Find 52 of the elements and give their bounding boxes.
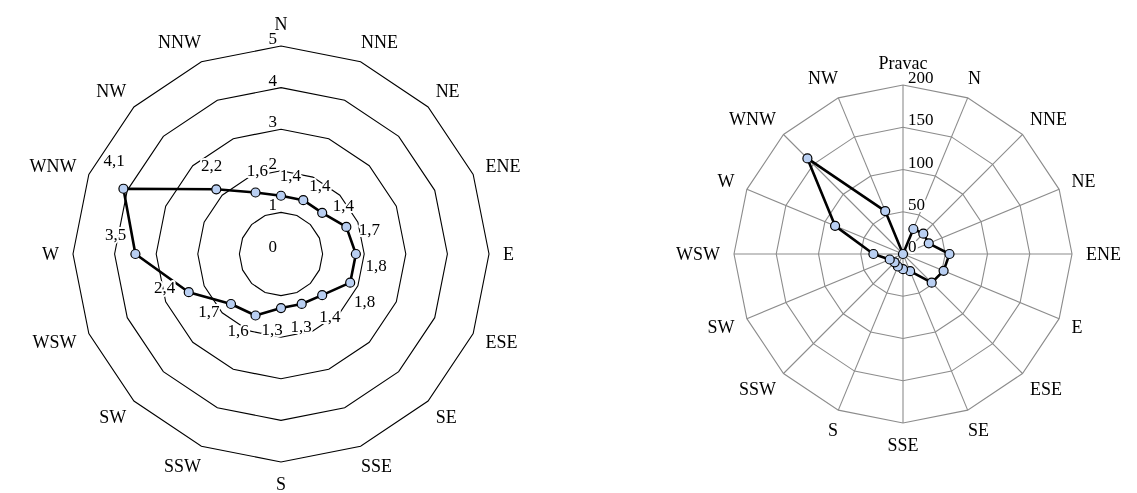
y-tick-label: 50 — [908, 194, 925, 214]
data-label: 1,7 — [358, 220, 381, 240]
spoke-label: E — [1071, 317, 1083, 338]
data-label: 4,1 — [103, 151, 125, 171]
spoke-label: W — [42, 244, 59, 264]
spoke-label: WSW — [32, 332, 77, 353]
spoke-label: NNE — [1030, 108, 1068, 129]
spoke-label: ESE — [1030, 379, 1063, 400]
spoke-label: SSW — [163, 456, 201, 477]
spoke-label: SSE — [887, 435, 919, 455]
y-tick-label: 4 — [268, 70, 278, 90]
spoke-label: S — [275, 474, 287, 493]
spoke-label: E — [503, 244, 514, 264]
y-tick-label: 0 — [908, 237, 917, 256]
spoke-label: SW — [99, 406, 127, 427]
spoke-label: SW — [707, 317, 735, 338]
spoke-label: SE — [968, 420, 990, 441]
y-tick-label: 0 — [268, 237, 277, 256]
spoke-label: ESE — [485, 332, 518, 353]
data-label: 1,3 — [261, 319, 283, 339]
spoke-label: ENE — [1086, 244, 1121, 264]
spoke-label: SSW — [738, 379, 776, 400]
spoke-label: NE — [435, 81, 460, 102]
spoke-label: ENE — [485, 155, 521, 176]
data-label: 1,3 — [290, 317, 312, 337]
data-label: 1,8 — [353, 292, 376, 312]
spoke-label: NE — [1071, 170, 1096, 191]
spoke-label: NNW — [157, 31, 201, 52]
spoke-label: NW — [96, 81, 127, 102]
data-label: 2,2 — [200, 156, 223, 176]
data-label: 1,4 — [309, 175, 331, 195]
spoke-label: WSW — [676, 244, 720, 264]
spoke-label: W — [717, 170, 735, 191]
data-label: 1,6 — [227, 321, 249, 341]
data-label: 1,6 — [246, 160, 269, 180]
spoke-label: N — [968, 67, 982, 88]
y-tick-label: 2 — [268, 153, 277, 173]
spoke-label: SE — [435, 406, 457, 427]
spoke-label: WNW — [728, 108, 776, 129]
y-tick-label: 5 — [268, 29, 277, 48]
data-label: 1,8 — [365, 256, 387, 276]
data-label: 1,7 — [198, 301, 220, 321]
spoke-label: SSE — [361, 456, 393, 477]
spoke-label: NW — [807, 67, 838, 88]
y-tick-label: 1 — [268, 195, 277, 215]
spoke-label: N — [274, 14, 288, 34]
y-tick-label: 100 — [908, 152, 934, 172]
spoke-label: NNE — [361, 31, 399, 52]
spoke-label: S — [827, 420, 838, 441]
y-tick-label: 150 — [908, 110, 934, 130]
spoke-label: WNW — [29, 155, 77, 176]
y-tick-label: 3 — [268, 112, 277, 132]
